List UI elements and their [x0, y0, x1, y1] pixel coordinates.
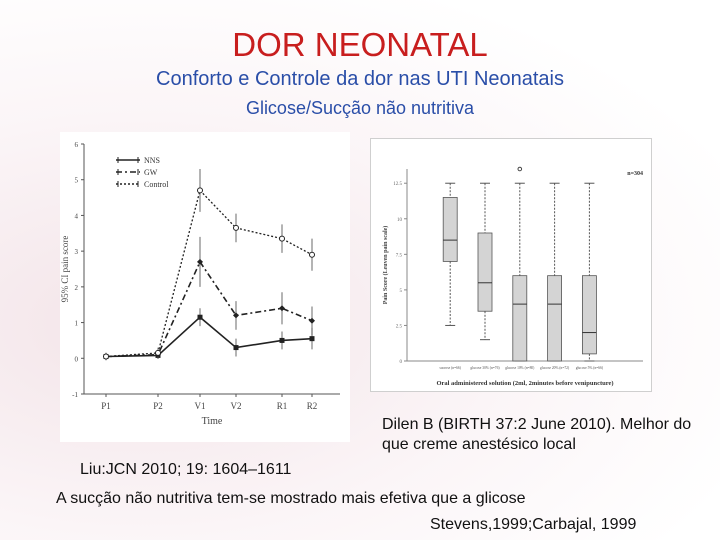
data-point: [279, 337, 285, 343]
data-point: [197, 187, 203, 194]
x-tick-label: V1: [195, 401, 206, 411]
citation-liu: Liu:JCN 2010; 19: 1604–1611: [80, 461, 292, 478]
x-tick-label: R2: [307, 401, 318, 411]
box: [581, 275, 597, 355]
y-tick-label: 5: [400, 289, 403, 294]
x-tick-label: glucose 20% (n=72): [540, 366, 570, 370]
subtitle-conforto: Conforto e Controle da dor nas UTI Neona…: [156, 68, 564, 90]
data-point: [233, 345, 239, 351]
y-axis-label: Pain Score (Leuven pain scale): [382, 226, 389, 305]
sample-size-label: n=304: [627, 171, 643, 177]
y-tick-label: 0: [400, 360, 403, 365]
series-line-nns: [105, 316, 313, 358]
x-tick-label: glucose 5% (n=66): [576, 366, 604, 370]
data-point: [103, 353, 109, 360]
data-point: [233, 224, 239, 231]
y-tick-label: 3: [75, 248, 79, 256]
x-tick-label: P1: [101, 401, 111, 411]
legend-label: NNS: [144, 156, 160, 165]
box-plot-svg: 0 2.5 5 7.5 10 12.5 Pain Score (Leuven pain sc…: [382, 166, 643, 387]
pain-score-box-plot: 0 2.5 5 7.5 10 12.5 Pain Score (Leuven pain sc…: [370, 138, 652, 392]
x-axis-label: Time: [202, 416, 223, 427]
y-tick-label: 7.5: [396, 253, 403, 258]
y-tick-label: 6: [75, 141, 79, 149]
x-tick-label: glucose 30% (n=76): [470, 366, 500, 370]
series-line-control: [105, 189, 313, 358]
data-point: [279, 305, 285, 312]
legend-label: Control: [144, 180, 169, 189]
y-tick-label: 1: [75, 320, 79, 328]
box: [477, 232, 493, 312]
y-tick-label: 12.5: [393, 182, 402, 187]
data-point: [309, 251, 315, 258]
y-axis-label: 95% CI pain score: [60, 236, 70, 303]
data-point: [279, 235, 285, 242]
outlier-point: [517, 166, 523, 172]
x-tick-label: P2: [153, 401, 163, 411]
legend-label: GW: [144, 168, 158, 177]
page-title: DOR NEONATAL: [232, 26, 488, 63]
x-tick-label: glucose 10% (n=80): [505, 366, 535, 370]
citation-stevens: Stevens,1999;Carbajal, 1999: [430, 516, 637, 533]
citation-dilen: Dilen B (BIRTH 37:2 June 2010). Melhor d…: [382, 416, 692, 453]
x-axis-label: Oral administered solution (2ml, 2minute…: [436, 380, 613, 387]
box: [442, 197, 458, 262]
x-tick-label: sucrose (n=66): [439, 366, 461, 370]
y-tick-label: 10: [397, 218, 403, 223]
y-tick-label: 4: [75, 212, 79, 220]
y-tick-label: 5: [75, 177, 79, 185]
data-point: [309, 317, 315, 324]
y-tick-label: -1: [72, 391, 78, 399]
subtitle-glicose: Glicose/Sucção não nutritiva: [245, 98, 475, 118]
box: [512, 275, 528, 362]
data-point: [233, 312, 239, 319]
x-tick-label: R1: [277, 401, 288, 411]
summary-text: A sucção não nutritiva tem-se mostrado m…: [56, 490, 526, 507]
y-tick-label: 0: [75, 355, 79, 363]
y-tick-label: 2: [75, 284, 79, 292]
data-point: [197, 314, 203, 320]
data-point: [155, 349, 161, 356]
line-chart-svg: -1 0 1 2 3 4 5 6 P1 P2 V1 V2 R1 R2 Time 95% CI pain sco…: [60, 141, 340, 427]
box: [547, 275, 563, 362]
y-tick-label: 2.5: [396, 324, 403, 329]
data-point: [309, 336, 315, 342]
pain-score-line-chart: -1 0 1 2 3 4 5 6 P1 P2 V1 V2 R1 R2 Time 95% CI pain sco…: [60, 132, 350, 442]
series-line-gw: [105, 260, 313, 358]
x-tick-label: V2: [231, 401, 242, 411]
data-point: [197, 258, 203, 265]
